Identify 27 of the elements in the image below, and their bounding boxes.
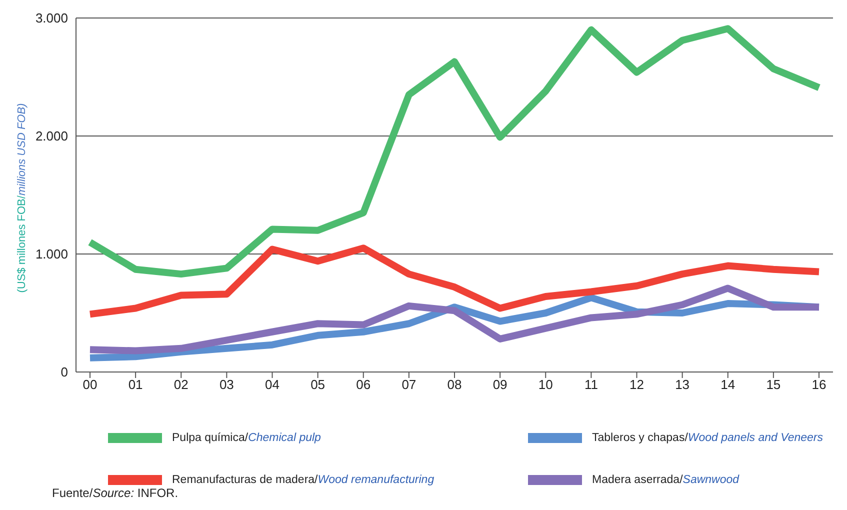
x-tick-label: 02 <box>174 377 188 392</box>
x-tick-label: 04 <box>265 377 280 392</box>
x-tick-label: 09 <box>492 377 508 392</box>
legend-label: Pulpa química/Chemical pulp <box>172 432 321 444</box>
x-tick-label: 00 <box>82 377 98 392</box>
source-note: Fuente/Source: INFOR. <box>52 486 178 500</box>
x-tick-label: 06 <box>356 377 371 392</box>
x-tick-label: 15 <box>766 377 781 392</box>
x-tick-label: 14 <box>720 377 736 392</box>
x-tick-label: 11 <box>584 377 598 392</box>
x-tick-label: 03 <box>219 377 234 392</box>
y-tick-label: 3.000 <box>35 10 68 26</box>
x-tick-label: 01 <box>128 377 143 392</box>
x-tick-label: 08 <box>447 377 462 392</box>
x-tick-label: 10 <box>538 377 553 392</box>
y-axis-title: (US$ millones FOB/millions USD FOB) <box>16 103 28 293</box>
x-tick-label: 07 <box>402 377 416 392</box>
y-tick-label: 1.000 <box>35 246 68 262</box>
y-tick-label: 0 <box>60 364 68 380</box>
legend-label: Remanufacturas de madera/Wood remanufacturing <box>172 474 434 486</box>
legend-label: Madera aserrada/Sawnwood <box>592 474 740 486</box>
x-tick-label: 05 <box>310 377 326 392</box>
y-tick-label: 2.000 <box>35 128 68 144</box>
x-tick-label: 12 <box>630 377 644 392</box>
legend-label: Tableros y chapas/Wood panels and Veneers <box>592 432 823 444</box>
x-tick-label: 13 <box>675 377 690 392</box>
x-tick-label: 16 <box>812 377 826 392</box>
